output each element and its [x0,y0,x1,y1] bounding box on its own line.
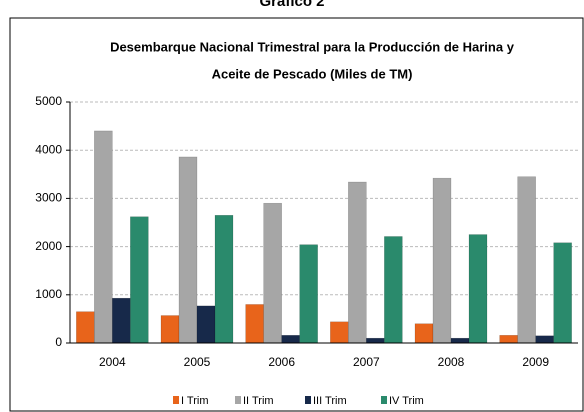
bar [281,335,300,344]
bar [263,202,282,344]
bar [160,315,180,344]
legend-label: IV Trim [389,395,424,407]
legend-swatch [381,396,387,404]
bar [384,236,403,344]
bar [468,234,488,344]
x-tick-label: 2004 [99,355,126,369]
x-tick-label: 2006 [268,355,295,369]
bar [299,244,318,344]
heading: Gráfico 2 [259,0,324,10]
bar [348,181,367,344]
bar [450,337,470,344]
y-tick-label: 3000 [35,191,62,205]
y-tick-label: 0 [55,335,62,349]
legend-swatch [305,396,311,404]
y-tick-label: 2000 [35,239,62,253]
bar [196,305,216,344]
x-tick-label: 2007 [353,355,380,369]
y-tick-label: 1000 [35,287,62,301]
bar [366,337,385,344]
y-tick-label: 5000 [35,94,62,108]
legend-label: III Trim [313,395,347,407]
bar [178,156,198,344]
chart-title: Aceite de Pescado (Miles de TM) [212,66,413,81]
chart-frame [9,17,584,412]
bar [499,335,518,344]
bar [245,304,264,344]
bar [432,177,452,344]
bar [130,216,149,344]
bar [553,242,572,344]
chart-title: Desembarque Nacional Trimestral para la … [110,39,515,54]
legend-swatch [173,396,179,404]
x-tick-label: 2005 [184,355,211,369]
bar [414,323,434,344]
legend-label: II Trim [243,395,274,407]
x-tick-label: 2009 [522,355,549,369]
legend-label: I Trim [181,395,209,407]
x-tick-label: 2008 [438,355,465,369]
bar [94,130,113,344]
bar [112,297,131,344]
y-tick-label: 4000 [35,142,62,156]
bar [76,311,95,344]
bar [535,335,554,344]
bar [517,176,536,344]
bar [330,321,349,344]
legend-swatch [235,396,241,404]
bar [214,215,234,344]
